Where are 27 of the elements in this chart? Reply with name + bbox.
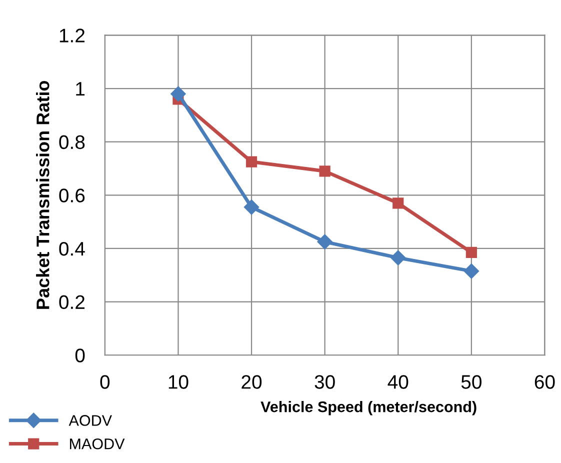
y-tick-label: 0 <box>75 348 85 362</box>
point <box>392 198 404 209</box>
x-tick-label: 0 <box>100 375 110 389</box>
y-axis-title: Packet Transmission Ratio <box>36 80 50 309</box>
point <box>246 156 258 168</box>
x-tick-label: 60 <box>534 375 555 389</box>
x-tick-label: 40 <box>388 375 408 389</box>
x-tick-label: 50 <box>461 375 482 389</box>
y-tick-label: 0.8 <box>59 135 85 150</box>
y-tick-label: 1.2 <box>60 28 84 42</box>
y-tick-label: 0.4 <box>59 242 85 256</box>
point <box>466 246 477 258</box>
x-axis-title: Vehicle Speed (meter/second) <box>260 401 476 416</box>
x-tick-label: 20 <box>242 375 262 389</box>
point <box>390 250 406 266</box>
point <box>317 234 332 250</box>
y-tick-label: 0.6 <box>59 188 85 202</box>
y-tick-label: 0.2 <box>59 295 84 310</box>
x-tick-label: 30 <box>314 375 335 389</box>
point <box>244 200 260 215</box>
point <box>170 86 186 102</box>
y-tick-label: 1 <box>76 82 85 96</box>
legend-label: MAODV <box>70 438 125 450</box>
point <box>464 264 479 279</box>
x-tick-label: 10 <box>168 375 188 389</box>
legend-label: AODV <box>68 415 112 426</box>
point <box>319 166 330 177</box>
